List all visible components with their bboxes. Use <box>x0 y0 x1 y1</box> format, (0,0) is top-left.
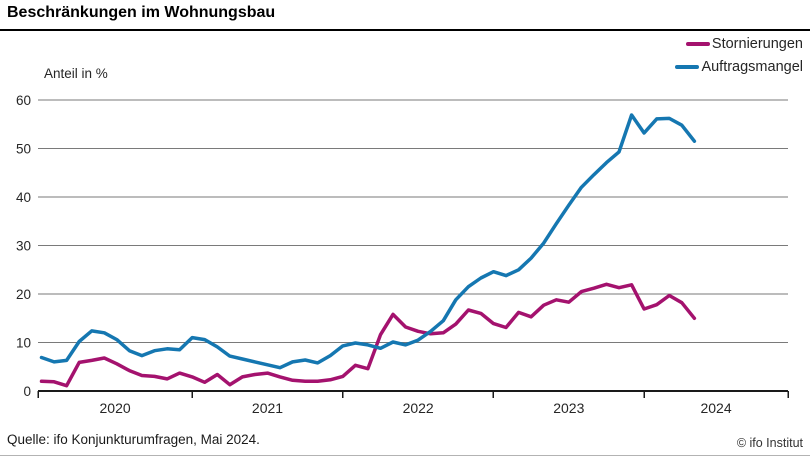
auftragsmangel-line-swatch-icon <box>675 65 700 69</box>
x-tick-label-2022: 2022 <box>403 400 434 416</box>
stornierungen-line-swatch-icon <box>685 42 710 46</box>
source-note: Quelle: ifo Konjunkturumfragen, Mai 2024… <box>7 432 260 447</box>
y-tick-label-0: 0 <box>23 384 31 399</box>
x-tick-label-2021: 2021 <box>252 400 283 416</box>
legend-item-auftragsmangel: Auftragsmangel <box>675 59 803 75</box>
y-tick-label-30: 30 <box>16 239 31 254</box>
line-stornierungen <box>39 282 697 388</box>
y-tick-label-40: 40 <box>16 190 31 205</box>
y-tick-label-10: 10 <box>16 336 31 351</box>
x-tick-label-2020: 2020 <box>100 400 131 416</box>
x-tick-label-2023: 2023 <box>553 400 584 416</box>
copyright-note: © ifo Institut <box>736 436 803 450</box>
y-tick-label-60: 60 <box>16 93 31 108</box>
legend-label: Auftragsmangel <box>701 59 803 75</box>
legend-label: Stornierungen <box>711 36 803 52</box>
legend-item-stornierungen: Stornierungen <box>685 36 803 52</box>
title-rule <box>0 29 810 31</box>
page-title: Beschränkungen im Wohnungsbau <box>7 4 276 21</box>
y-tick-label-50: 50 <box>16 142 31 157</box>
x-tick-label-2024: 2024 <box>700 400 731 416</box>
y-tick-label-20: 20 <box>16 287 31 302</box>
line-auftragsmangel <box>39 113 697 370</box>
y-axis-title: Anteil in % <box>44 66 108 81</box>
chart-legend: Stornierungen Auftragsmangel <box>675 36 803 75</box>
